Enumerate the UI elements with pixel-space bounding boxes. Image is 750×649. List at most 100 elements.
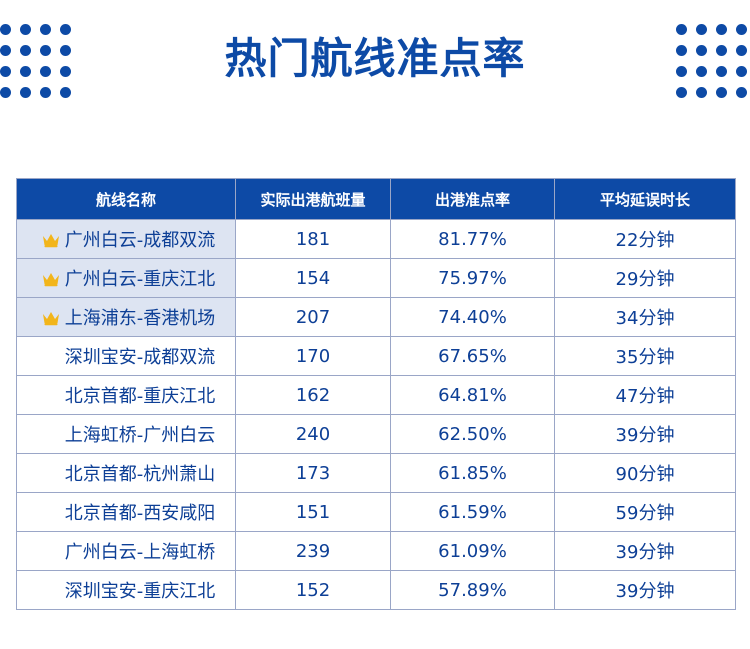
cell-on-time-rate: 62.50% bbox=[390, 414, 555, 454]
cell-avg-delay: 22分钟 bbox=[554, 219, 736, 259]
route-name: 上海虹桥-广州白云 bbox=[64, 425, 216, 446]
dot bbox=[0, 66, 11, 77]
cell-on-time-rate: 64.81% bbox=[390, 375, 555, 415]
table-row: 上海虹桥-广州白云 240 62.50% 39分钟 bbox=[16, 414, 736, 454]
cell-on-time-rate: 61.59% bbox=[390, 492, 555, 532]
cell-flight-count: 207 bbox=[235, 297, 391, 337]
cell-on-time-rate: 57.89% bbox=[390, 570, 555, 610]
dot bbox=[40, 66, 51, 77]
dot bbox=[0, 24, 11, 35]
crown-icon bbox=[42, 312, 59, 326]
cell-on-time-rate: 81.77% bbox=[390, 219, 555, 259]
cell-avg-delay: 29分钟 bbox=[554, 258, 736, 298]
table-row: 北京首都-重庆江北 162 64.81% 47分钟 bbox=[16, 375, 736, 415]
cell-route-name: 上海虹桥-广州白云 bbox=[16, 414, 236, 454]
dot bbox=[40, 24, 51, 35]
dot bbox=[40, 87, 51, 98]
cell-route-name: 北京首都-西安咸阳 bbox=[16, 492, 236, 532]
dot bbox=[676, 87, 687, 98]
dot bbox=[60, 87, 71, 98]
cell-avg-delay: 47分钟 bbox=[554, 375, 736, 415]
dot bbox=[696, 87, 707, 98]
route-name: 北京首都-西安咸阳 bbox=[64, 503, 216, 524]
route-name: 广州白云-上海虹桥 bbox=[64, 542, 216, 563]
cell-on-time-rate: 75.97% bbox=[390, 258, 555, 298]
dot bbox=[736, 66, 747, 77]
cell-avg-delay: 90分钟 bbox=[554, 453, 736, 493]
dot bbox=[40, 45, 51, 56]
cell-flight-count: 240 bbox=[235, 414, 391, 454]
cell-flight-count: 151 bbox=[235, 492, 391, 532]
dot bbox=[716, 66, 727, 77]
decorative-dots-right bbox=[676, 24, 747, 98]
cell-route-name: 北京首都-杭州萧山 bbox=[16, 453, 236, 493]
cell-flight-count: 152 bbox=[235, 570, 391, 610]
table-row: 深圳宝安-成都双流 170 67.65% 35分钟 bbox=[16, 336, 736, 376]
dot bbox=[20, 24, 31, 35]
dot bbox=[20, 87, 31, 98]
cell-avg-delay: 39分钟 bbox=[554, 570, 736, 610]
dot bbox=[676, 24, 687, 35]
cell-flight-count: 181 bbox=[235, 219, 391, 259]
cell-route-name: 深圳宝安-成都双流 bbox=[16, 336, 236, 376]
dot bbox=[716, 87, 727, 98]
cell-flight-count: 154 bbox=[235, 258, 391, 298]
dot bbox=[0, 45, 11, 56]
cell-flight-count: 170 bbox=[235, 336, 391, 376]
cell-avg-delay: 35分钟 bbox=[554, 336, 736, 376]
table-row: 北京首都-西安咸阳 151 61.59% 59分钟 bbox=[16, 492, 736, 532]
dot bbox=[60, 45, 71, 56]
header-flight-count: 实际出港航班量 bbox=[235, 178, 391, 220]
dot bbox=[716, 24, 727, 35]
route-name: 深圳宝安-重庆江北 bbox=[64, 581, 216, 602]
dot bbox=[60, 66, 71, 77]
cell-route-name: 深圳宝安-重庆江北 bbox=[16, 570, 236, 610]
cell-route-name: 北京首都-重庆江北 bbox=[16, 375, 236, 415]
dot bbox=[696, 66, 707, 77]
table-row: 广州白云-成都双流 181 81.77% 22分钟 bbox=[16, 219, 736, 259]
decorative-dots-left bbox=[0, 24, 71, 98]
route-name: 广州白云-成都双流 bbox=[64, 230, 216, 251]
cell-route-name: 广州白云-上海虹桥 bbox=[16, 531, 236, 571]
cell-avg-delay: 34分钟 bbox=[554, 297, 736, 337]
dot bbox=[696, 24, 707, 35]
dot bbox=[20, 66, 31, 77]
dot bbox=[20, 45, 31, 56]
page-title: 热门航线准点率 bbox=[224, 34, 526, 83]
dot bbox=[0, 87, 11, 98]
route-name: 上海浦东-香港机场 bbox=[64, 308, 216, 329]
header-avg-delay: 平均延误时长 bbox=[554, 178, 736, 220]
cell-route-name: 广州白云-重庆江北 bbox=[16, 258, 236, 298]
dot bbox=[60, 24, 71, 35]
cell-on-time-rate: 61.09% bbox=[390, 531, 555, 571]
route-name: 广州白云-重庆江北 bbox=[64, 269, 216, 290]
dot bbox=[736, 45, 747, 56]
cell-avg-delay: 39分钟 bbox=[554, 414, 736, 454]
cell-flight-count: 239 bbox=[235, 531, 391, 571]
cell-route-name: 上海浦东-香港机场 bbox=[16, 297, 236, 337]
header-route-name: 航线名称 bbox=[16, 178, 236, 220]
cell-flight-count: 173 bbox=[235, 453, 391, 493]
cell-avg-delay: 39分钟 bbox=[554, 531, 736, 571]
route-name: 北京首都-重庆江北 bbox=[64, 386, 216, 407]
cell-on-time-rate: 67.65% bbox=[390, 336, 555, 376]
crown-icon bbox=[42, 273, 59, 287]
cell-route-name: 广州白云-成都双流 bbox=[16, 219, 236, 259]
dot bbox=[736, 24, 747, 35]
cell-on-time-rate: 74.40% bbox=[390, 297, 555, 337]
dot bbox=[676, 45, 687, 56]
dot bbox=[736, 87, 747, 98]
route-name: 深圳宝安-成都双流 bbox=[64, 347, 216, 368]
cell-flight-count: 162 bbox=[235, 375, 391, 415]
cell-on-time-rate: 61.85% bbox=[390, 453, 555, 493]
cell-avg-delay: 59分钟 bbox=[554, 492, 736, 532]
table-header-row: 航线名称 实际出港航班量 出港准点率 平均延误时长 bbox=[16, 178, 736, 220]
table-row: 广州白云-上海虹桥 239 61.09% 39分钟 bbox=[16, 531, 736, 571]
table-row: 上海浦东-香港机场 207 74.40% 34分钟 bbox=[16, 297, 736, 337]
table-row: 深圳宝安-重庆江北 152 57.89% 39分钟 bbox=[16, 570, 736, 610]
crown-icon bbox=[42, 234, 59, 248]
table-body: 广州白云-成都双流 181 81.77% 22分钟广州白云-重庆江北 154 75.97%… bbox=[16, 219, 736, 610]
table-row: 北京首都-杭州萧山 173 61.85% 90分钟 bbox=[16, 453, 736, 493]
route-name: 北京首都-杭州萧山 bbox=[64, 464, 216, 485]
table-row: 广州白云-重庆江北 154 75.97% 29分钟 bbox=[16, 258, 736, 298]
